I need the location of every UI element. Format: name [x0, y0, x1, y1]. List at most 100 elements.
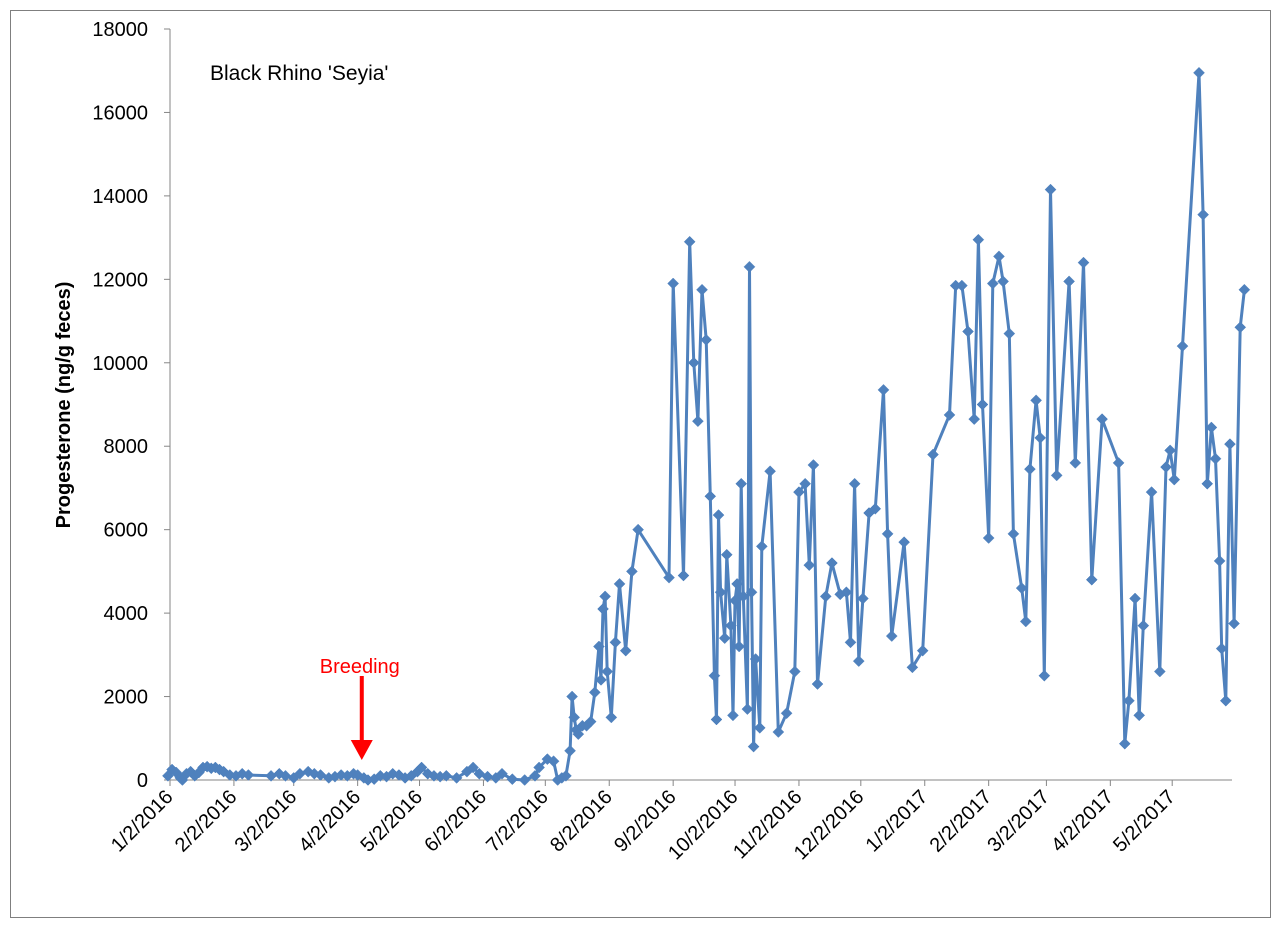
- x-tick-label: 5/2/2017: [1109, 786, 1180, 857]
- data-point: [1112, 457, 1125, 469]
- y-tick-label: 14000: [92, 186, 148, 208]
- data-point: [518, 774, 531, 786]
- data-point: [1209, 452, 1222, 465]
- data-point: [1085, 573, 1098, 586]
- data-point: [753, 721, 766, 734]
- data-point: [1176, 340, 1189, 352]
- data-point: [718, 632, 731, 644]
- x-tick-label: 4/2/2016: [295, 786, 366, 857]
- x-tick-label: 2/2/2016: [171, 786, 242, 857]
- data-point: [242, 769, 255, 781]
- data-point: [749, 653, 762, 665]
- data-point: [1133, 709, 1146, 722]
- data-point: [1168, 473, 1181, 486]
- data-point: [1129, 592, 1141, 605]
- x-tick-label: 4/2/2017: [1047, 786, 1118, 857]
- data-point: [826, 557, 838, 569]
- data-point: [599, 590, 611, 603]
- y-tick-label: 10000: [92, 353, 148, 375]
- data-point: [1123, 694, 1135, 707]
- data-point: [857, 592, 869, 605]
- breeding-arrow-head: [350, 740, 373, 760]
- breeding-annotation-label: Breeding: [320, 656, 400, 678]
- data-point: [714, 586, 727, 599]
- data-point: [1044, 183, 1057, 196]
- data-point: [793, 486, 805, 498]
- y-tick-label: 6000: [104, 520, 149, 542]
- data-point: [1003, 327, 1016, 340]
- data-point: [755, 540, 768, 553]
- data-point: [704, 490, 717, 503]
- data-point: [956, 279, 968, 292]
- data-point: [279, 769, 292, 782]
- data-point: [1137, 619, 1150, 632]
- data-point: [1024, 463, 1036, 476]
- y-tick-label: 16000: [92, 102, 148, 124]
- x-axis: 1/2/20162/2/20163/2/20164/2/20165/2/2016…: [107, 779, 1232, 864]
- data-point: [708, 669, 721, 682]
- chart-title: Black Rhino 'Seyia': [210, 62, 388, 85]
- data-point: [844, 636, 857, 649]
- data-point: [609, 636, 622, 649]
- data-point: [1219, 694, 1232, 707]
- y-axis-title: Progesterone (ng/g feces): [53, 282, 75, 529]
- data-point: [733, 640, 746, 653]
- data-point: [613, 578, 626, 590]
- data-point: [968, 413, 981, 425]
- data-point: [745, 586, 758, 599]
- data-point: [1145, 486, 1158, 498]
- data-point: [997, 275, 1009, 288]
- data-point: [807, 459, 820, 471]
- data-point: [811, 678, 824, 690]
- data-point: [496, 767, 508, 780]
- data-point: [572, 728, 585, 740]
- data-point: [747, 740, 760, 753]
- data-point: [560, 769, 572, 782]
- data-point: [898, 536, 910, 549]
- data-point: [943, 409, 956, 421]
- data-point: [962, 325, 974, 338]
- data-point: [440, 769, 453, 782]
- data-point: [986, 277, 999, 290]
- data-point: [764, 465, 776, 478]
- data-point: [588, 686, 601, 699]
- data-point: [1205, 421, 1218, 434]
- data-point: [780, 707, 793, 720]
- data-point: [1224, 438, 1236, 450]
- data-point: [881, 527, 894, 540]
- data-point: [1118, 737, 1131, 750]
- data-point: [803, 559, 816, 571]
- data-point: [916, 644, 929, 657]
- data-point: [696, 283, 708, 296]
- data-point: [450, 772, 463, 784]
- x-tick-label: 3/2/2017: [983, 786, 1054, 857]
- data-point: [720, 548, 733, 561]
- annotations-group: Breeding: [320, 656, 400, 760]
- data-point: [1238, 283, 1251, 296]
- markers-group: [162, 66, 1251, 786]
- data-point: [677, 569, 690, 582]
- data-point: [595, 674, 607, 686]
- data-point: [1096, 413, 1108, 425]
- data-point: [869, 502, 882, 515]
- data-point: [1193, 66, 1205, 79]
- x-tick-label: 8/2/2016: [546, 786, 617, 857]
- data-point: [852, 655, 865, 667]
- data-point: [683, 235, 696, 248]
- data-point: [848, 477, 861, 490]
- data-point: [584, 715, 597, 728]
- data-point: [993, 250, 1005, 263]
- data-point: [741, 703, 754, 715]
- data-point: [712, 509, 725, 521]
- data-point: [737, 590, 750, 603]
- data-point: [1215, 642, 1228, 655]
- data-point: [710, 713, 723, 726]
- data-point: [1050, 469, 1063, 482]
- data-point: [1015, 582, 1028, 594]
- data-point: [605, 711, 618, 724]
- data-point: [725, 619, 737, 632]
- data-point: [601, 665, 614, 678]
- data-point: [533, 761, 545, 774]
- data-point: [692, 415, 704, 428]
- data-point: [729, 594, 741, 607]
